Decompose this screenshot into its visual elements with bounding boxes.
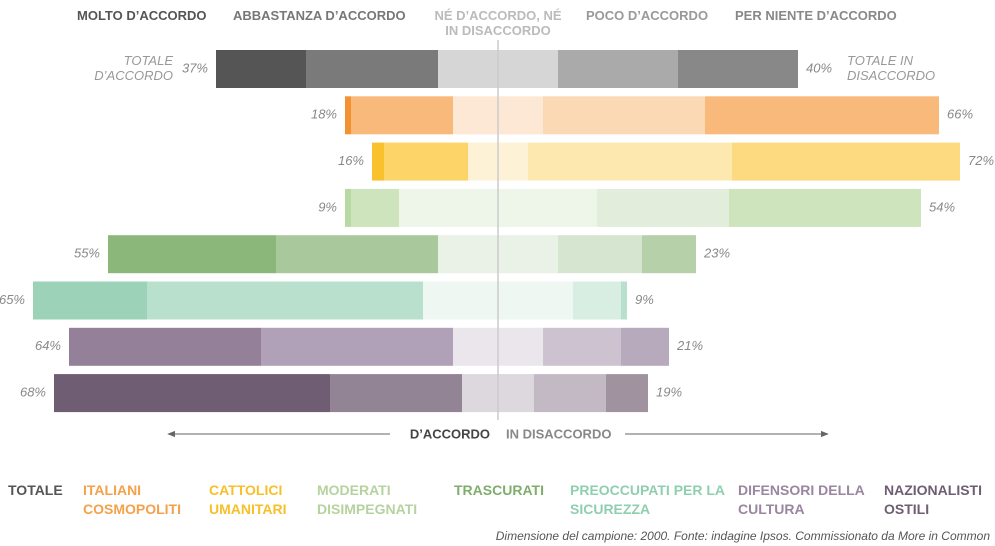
disagree-total-label: 72% [968, 153, 994, 168]
bar-segment [351, 188, 399, 227]
bar-segment [345, 96, 351, 135]
bar-segment [621, 281, 627, 320]
bar-segment [276, 235, 438, 274]
column-header: NÉ D’ACCORDO, NÉ IN DISACCORDO [434, 8, 562, 38]
bar-segment [69, 327, 261, 366]
bar-segment [261, 327, 453, 366]
bar-segment [597, 188, 729, 227]
bar-segment [558, 50, 678, 88]
bar-segment [543, 96, 705, 135]
category-label: MODERATI DISIMPEGNATI [317, 482, 418, 517]
disagree-annotation: TOTALE IN DISACCORDO [847, 53, 936, 83]
category-label: TRASCURATI [454, 482, 544, 498]
disagree-total-label: 21% [676, 338, 703, 353]
bar-segment [216, 50, 306, 88]
disagree-total-label: 23% [703, 246, 730, 261]
bar-segment [108, 235, 276, 274]
bar-segment [147, 281, 423, 320]
agree-total-label: 37% [182, 60, 208, 75]
bar-segment [606, 374, 648, 413]
bar-segment [678, 50, 798, 88]
agree-total-label: 16% [338, 153, 364, 168]
axis-right-label: IN DISACCORDO [506, 426, 611, 441]
category-label: CATTOLICI UMANITARI [209, 482, 287, 517]
bar-segment [558, 235, 642, 274]
disagree-total-label: 19% [656, 385, 682, 400]
bar-segment [33, 281, 147, 320]
bar-segment [384, 142, 468, 181]
agree-total-label: 18% [311, 107, 337, 122]
bar-segment [528, 142, 732, 181]
bar-segment [705, 96, 939, 135]
agree-total-label: 64% [35, 338, 61, 353]
category-label: ITALIANI COSMOPOLITI [83, 482, 181, 517]
bar-segment [543, 327, 621, 366]
bar-segment [372, 142, 384, 181]
column-header: PER NIENTE D’ACCORDO [735, 8, 897, 23]
column-header: POCO D’ACCORDO [586, 8, 709, 23]
bar-segment [573, 281, 621, 320]
bar-segment [642, 235, 696, 274]
note: Dimensione del campione: 2000. Fonte: in… [496, 529, 991, 543]
agree-annotation: TOTALE D’ACCORDO [94, 53, 173, 83]
category-label: DIFENSORI DELLA CULTURA [738, 482, 865, 517]
category-label: NAZIONALISTI OSTILI [884, 482, 982, 517]
bar-segment [306, 50, 438, 88]
column-header: MOLTO D’ACCORDO [77, 8, 207, 23]
agree-total-label: 55% [74, 246, 100, 261]
disagree-total-label: 66% [947, 107, 973, 122]
bar-segment [330, 374, 462, 413]
bar-segment [732, 142, 960, 181]
bar-segment [345, 188, 351, 227]
column-header: ABBASTANZA D’ACCORDO [233, 8, 406, 23]
agree-total-label: 65% [0, 292, 25, 307]
bar-segment [729, 188, 921, 227]
bar-segment [621, 327, 669, 366]
disagree-total-label: 40% [806, 60, 832, 75]
bar-segment [54, 374, 330, 413]
bar-segment [351, 96, 453, 135]
disagree-total-label: 54% [929, 199, 955, 214]
axis-left-label: D’ACCORDO [410, 426, 490, 441]
agree-total-label: 9% [318, 199, 337, 214]
bar-segment [534, 374, 606, 413]
category-label: PREOCCUPATI PER LA SICUREZZA [570, 482, 725, 517]
disagree-total-label: 9% [635, 292, 654, 307]
category-label: TOTALE [8, 482, 63, 498]
agree-total-label: 68% [20, 385, 46, 400]
